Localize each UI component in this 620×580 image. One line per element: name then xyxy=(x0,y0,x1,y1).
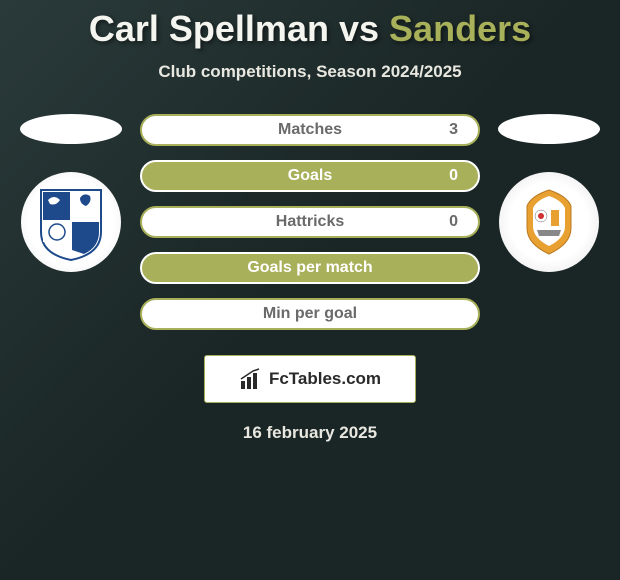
stat-row-goals: Goals 0 xyxy=(140,160,480,192)
stats-column: Matches 3 Goals 0 Hattricks 0 Goals per … xyxy=(140,112,480,330)
stat-label: Goals per match xyxy=(247,259,372,277)
stat-row-matches: Matches 3 xyxy=(140,114,480,146)
subtitle: Club competitions, Season 2024/2025 xyxy=(0,62,620,82)
left-crest xyxy=(21,172,121,272)
right-column xyxy=(498,112,600,272)
stat-row-hattricks: Hattricks 0 xyxy=(140,206,480,238)
left-ellipse xyxy=(20,114,122,144)
stat-label: Matches xyxy=(278,121,342,139)
stat-label: Hattricks xyxy=(276,213,344,231)
chart-icon xyxy=(239,367,263,391)
player2-name: Sanders xyxy=(389,8,531,49)
fctables-logo[interactable]: FcTables.com xyxy=(204,355,416,403)
tranmere-shield-icon xyxy=(36,182,106,262)
stat-row-goals-per-match: Goals per match xyxy=(140,252,480,284)
left-column xyxy=(20,112,122,272)
vs-text: vs xyxy=(339,8,379,49)
stat-label: Goals xyxy=(288,167,332,185)
comparison-title: Carl Spellman vs Sanders xyxy=(0,8,620,50)
right-ellipse xyxy=(498,114,600,144)
right-crest xyxy=(499,172,599,272)
stat-value: 0 xyxy=(449,167,458,185)
date-text: 16 february 2025 xyxy=(0,423,620,443)
content-wrapper: Matches 3 Goals 0 Hattricks 0 Goals per … xyxy=(0,112,620,330)
player1-name: Carl Spellman xyxy=(89,8,329,49)
stat-row-min-per-goal: Min per goal xyxy=(140,298,480,330)
stat-value: 3 xyxy=(449,121,458,139)
stat-value: 0 xyxy=(449,213,458,231)
stat-label: Min per goal xyxy=(263,305,357,323)
mk-dons-shield-icon xyxy=(517,186,581,258)
logo-text: FcTables.com xyxy=(269,369,381,389)
